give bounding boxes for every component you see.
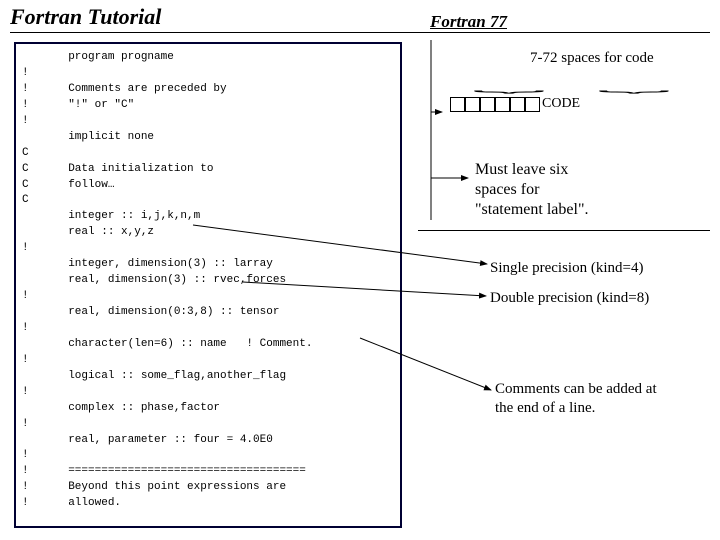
note-line: the end of a line. xyxy=(495,400,595,416)
note-line: Comments can be added at xyxy=(495,381,657,397)
page-title: Fortran Tutorial xyxy=(10,4,161,30)
title-rule xyxy=(10,32,710,33)
code-column-indicator: CODE xyxy=(450,96,580,112)
note-line: Must leave six xyxy=(475,161,568,178)
col-box xyxy=(480,97,495,112)
col-box xyxy=(525,97,540,112)
note-line: spaces for xyxy=(475,181,539,198)
note-line: "statement label". xyxy=(475,201,588,218)
brace-right: ⏟ xyxy=(598,77,670,94)
col-box xyxy=(465,97,480,112)
note-7-72: 7-72 spaces for code xyxy=(530,50,654,67)
col-box xyxy=(450,97,465,112)
code-box: program progname ! ! Comments are preced… xyxy=(14,42,402,528)
note-six-rule xyxy=(418,230,710,231)
note-statement-label: Must leave six spaces for "statement lab… xyxy=(475,160,588,220)
note-single-precision: Single precision (kind=4) xyxy=(490,260,643,277)
note-double-precision: Double precision (kind=8) xyxy=(490,290,649,307)
col-box xyxy=(495,97,510,112)
code-column-label: CODE xyxy=(542,96,580,112)
col-box xyxy=(510,97,525,112)
note-inline-comment: Comments can be added at the end of a li… xyxy=(495,380,657,418)
subtitle: Fortran 77 xyxy=(430,12,507,32)
brace-left: ⏟ xyxy=(473,77,545,94)
